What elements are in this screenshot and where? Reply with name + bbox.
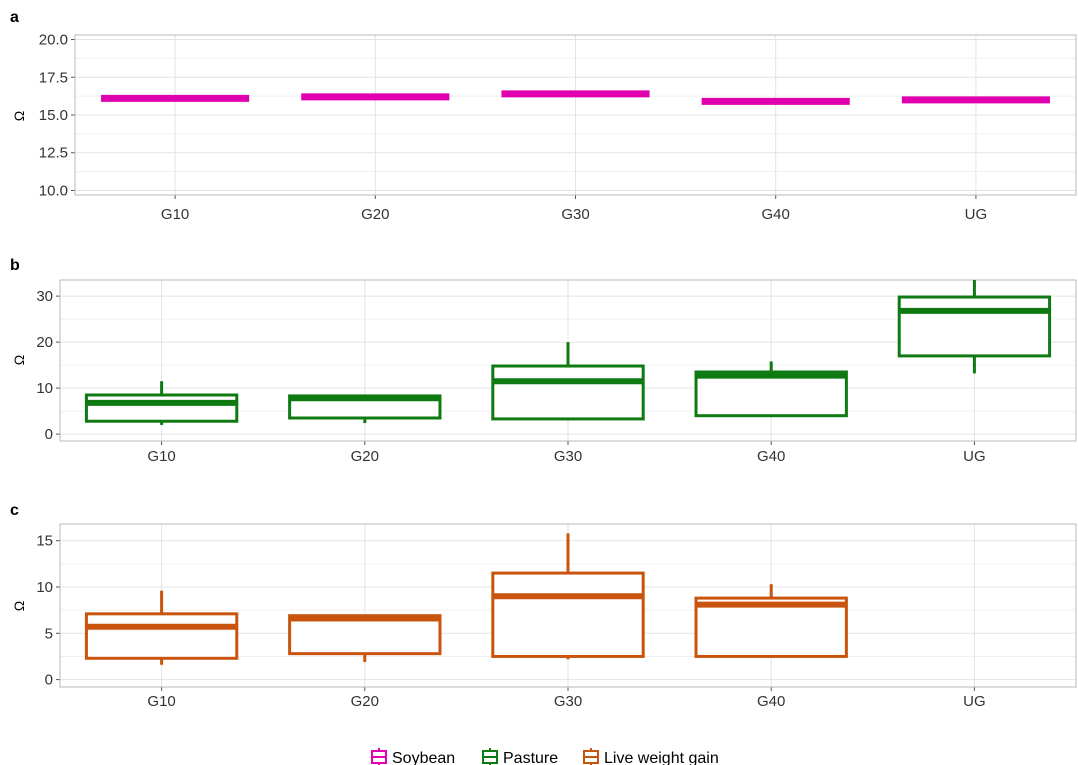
- box-G20: [288, 614, 442, 662]
- panel-letter-a: a: [10, 9, 19, 26]
- x-tick-label: UG: [963, 693, 986, 710]
- y-tick-label: 10: [36, 579, 53, 596]
- x-tick-label: G40: [762, 206, 790, 223]
- x-tick-label: G40: [757, 693, 785, 710]
- panel-border: [59, 523, 1077, 688]
- y-tick-label: 10.0: [39, 182, 68, 199]
- box-G40: [694, 584, 848, 658]
- box-iqr: [694, 370, 848, 418]
- y-tick-label: 20.0: [39, 32, 68, 49]
- x-tick-label: G30: [554, 693, 582, 710]
- legend: Soybean Pasture Live weight gain: [371, 748, 719, 765]
- x-tick-label: G10: [147, 693, 175, 710]
- y-tick-label: 20: [36, 334, 53, 351]
- y-tick-label: 0: [45, 672, 53, 689]
- x-tick-label: G30: [554, 448, 582, 465]
- panel-border: [59, 279, 1077, 442]
- y-tick-label: 0: [45, 426, 53, 443]
- x-tick-label: UG: [963, 448, 986, 465]
- x-tick-label: G20: [361, 206, 389, 223]
- y-axis-label: Ω: [11, 355, 27, 365]
- legend-label: Live weight gain: [604, 750, 719, 765]
- box-iqr: [491, 571, 645, 658]
- panel-b: b 0 10 20 30 G10 G20 G30 G40 UG Ω: [10, 257, 1077, 465]
- box-G20: [288, 394, 442, 424]
- legend-key-2: [583, 748, 599, 765]
- box-G30: [491, 533, 645, 660]
- y-tick-label: 5: [45, 625, 53, 642]
- y-tick-label: 30: [36, 288, 53, 305]
- box-G10: [84, 381, 239, 425]
- panel-border: [74, 34, 1077, 196]
- legend-key-0: [371, 748, 387, 765]
- box-iqr: [491, 364, 645, 421]
- box-iqr: [288, 614, 442, 656]
- x-tick-label: G30: [561, 206, 589, 223]
- y-tick-label: 12.5: [39, 145, 68, 162]
- box-G40: [694, 361, 848, 418]
- box-iqr: [84, 393, 239, 423]
- y-tick-label: 17.5: [39, 69, 68, 86]
- box-iqr: [84, 612, 239, 660]
- panel-a: a 10.0 12.5 15.0 17.5 20.0 G10 G20 G30 G40 UG Ω: [10, 9, 1077, 223]
- x-tick-label: G10: [161, 206, 189, 223]
- y-tick-label: 15: [36, 533, 53, 550]
- box-G30: [491, 342, 645, 421]
- box-iqr: [694, 596, 848, 658]
- x-tick-label: G40: [757, 448, 785, 465]
- y-axis-label: Ω: [11, 601, 27, 611]
- box-iqr: [897, 295, 1052, 358]
- panel-letter-c: c: [10, 502, 19, 519]
- box-UG: [897, 280, 1052, 374]
- x-tick-label: G20: [351, 693, 379, 710]
- y-axis-label: Ω: [11, 111, 27, 121]
- x-tick-label: G10: [147, 448, 175, 465]
- box-G10: [84, 590, 239, 665]
- legend-label: Soybean: [392, 750, 455, 765]
- y-tick-label: 10: [36, 380, 53, 397]
- x-tick-label: G20: [351, 448, 379, 465]
- panel-c: c 0 5 10 15 G10 G20 G30 G40 UG Ω: [10, 502, 1077, 710]
- panel-letter-b: b: [10, 257, 20, 274]
- legend-key-1: [482, 748, 498, 765]
- y-tick-label: 15.0: [39, 107, 68, 124]
- legend-label: Pasture: [503, 750, 558, 765]
- x-tick-label: UG: [965, 206, 988, 223]
